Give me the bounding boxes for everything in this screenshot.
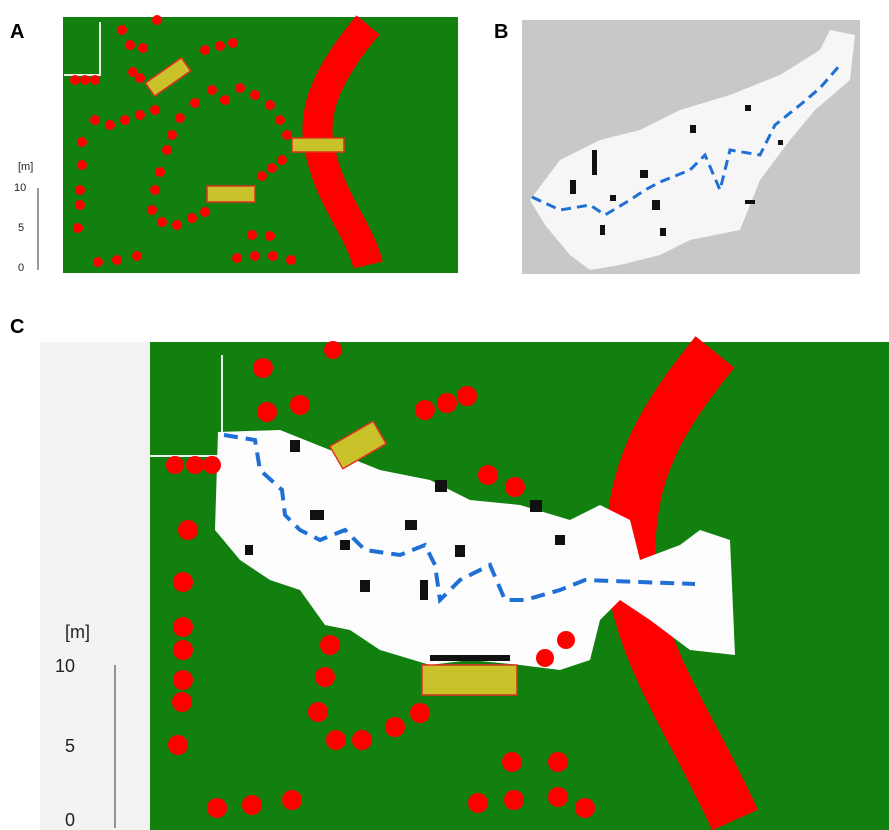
panel-c: C [m] (10, 316, 889, 830)
scale-tick: 5 (18, 222, 24, 234)
scale-unit: [m] (18, 161, 33, 173)
scale-tick: 0 (18, 262, 24, 274)
gate (422, 665, 517, 695)
scale-tick: 0 (65, 810, 75, 830)
scale-tick: 10 (55, 656, 75, 676)
panel-a: A [m] 10 (10, 15, 458, 274)
panel-label: C (10, 316, 24, 338)
map-area (63, 17, 458, 273)
figure: A [m] 10 (0, 0, 889, 830)
panel-label: B (494, 21, 508, 43)
scale-unit: [m] (65, 622, 90, 642)
panel-b: B (494, 20, 860, 274)
scale-bar: [m] 10 5 0 (14, 161, 38, 274)
margin (40, 342, 150, 830)
gate (207, 186, 255, 202)
scale-tick: 5 (65, 736, 75, 756)
scale-tick: 10 (14, 182, 26, 194)
gate (292, 138, 344, 152)
panel-label: A (10, 21, 24, 43)
